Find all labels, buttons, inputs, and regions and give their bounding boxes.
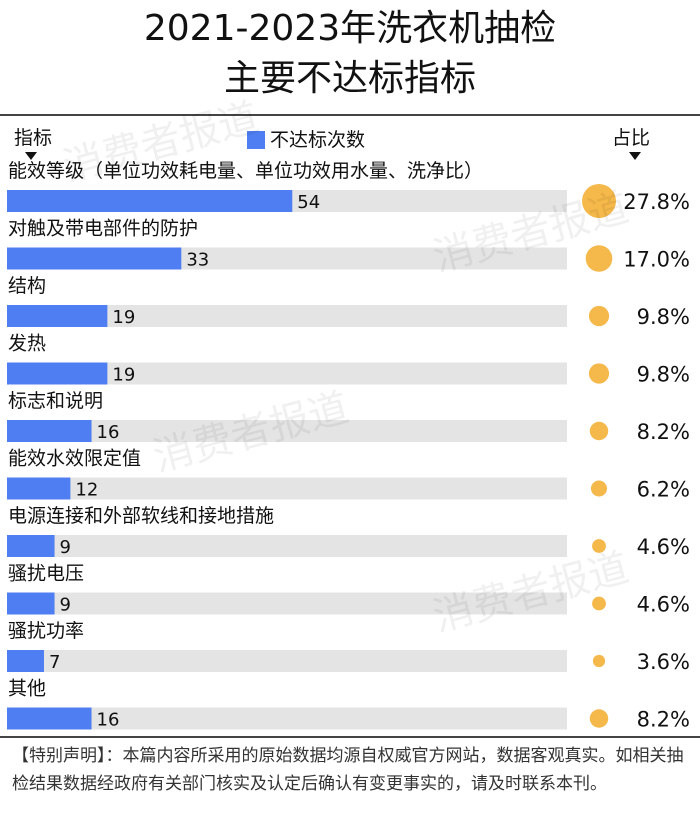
share-bubble xyxy=(590,480,608,497)
bar xyxy=(7,535,55,557)
bottom-divider xyxy=(0,736,700,738)
value-label: 19 xyxy=(112,307,135,328)
chart-title-line-1: 2021-2023年洗衣机抽检 xyxy=(143,8,557,49)
share-label: 8.2% xyxy=(637,708,690,732)
value-label: 16 xyxy=(97,422,120,443)
legend-swatch xyxy=(247,131,265,149)
share-label: 8.2% xyxy=(637,420,690,444)
value-label: 16 xyxy=(97,710,120,731)
category-label: 结构 xyxy=(8,275,46,297)
category-label: 骚扰电压 xyxy=(8,563,84,585)
share-bubble xyxy=(588,363,610,384)
share-label: 6.2% xyxy=(637,478,690,502)
share-label: 9.8% xyxy=(637,305,690,329)
share-bubble xyxy=(582,184,616,218)
bar xyxy=(7,190,293,212)
category-label: 发热 xyxy=(8,333,46,355)
category-label: 能效水效限定值 xyxy=(8,448,141,470)
bar xyxy=(7,650,44,672)
share-bubble xyxy=(589,709,609,728)
category-label: 骚扰功率 xyxy=(8,620,84,642)
share-bubble xyxy=(592,539,606,553)
legend-label: 不达标次数 xyxy=(270,129,366,151)
bar-track xyxy=(7,707,567,730)
indicator-header-arrow-icon xyxy=(25,152,37,160)
share-label: 27.8% xyxy=(623,190,690,214)
bar-track xyxy=(7,305,567,327)
indicator-header: 指标 xyxy=(14,127,53,149)
value-label: 9 xyxy=(60,595,71,616)
bar-track xyxy=(7,592,567,615)
bar xyxy=(7,707,92,730)
bar-track xyxy=(7,420,567,442)
bar xyxy=(7,362,108,385)
value-label: 19 xyxy=(112,365,135,386)
chart-title-line-2: 主要不达标指标 xyxy=(223,58,476,99)
share-header: 占比 xyxy=(612,127,651,149)
share-label: 17.0% xyxy=(623,248,690,272)
bar-track xyxy=(7,477,567,500)
value-label: 7 xyxy=(49,652,60,673)
bar-track xyxy=(7,362,567,385)
bar xyxy=(7,592,55,615)
disclaimer-text: 【特别声明】：本篇内容所采用的原始数据均源自权威官方网站，数据客观真实。如相关抽… xyxy=(12,746,684,794)
share-header-arrow-icon xyxy=(629,152,641,160)
share-bubble xyxy=(588,305,610,327)
share-label: 4.6% xyxy=(637,593,690,617)
share-bubble xyxy=(592,596,606,611)
share-bubble xyxy=(592,654,606,668)
category-label: 标志和说明 xyxy=(8,390,103,412)
bar-track xyxy=(7,650,567,672)
bar xyxy=(7,305,108,327)
bar-track xyxy=(7,535,567,557)
share-bubble xyxy=(585,245,613,272)
bar xyxy=(7,477,71,500)
bar xyxy=(7,247,182,270)
category-label: 电源连接和外部软线和接地措施 xyxy=(8,505,274,527)
category-label: 能效等级（单位功效耗电量、单位功效用水量、洗净比） xyxy=(8,160,483,182)
bar xyxy=(7,420,92,442)
value-label: 9 xyxy=(60,537,71,558)
category-label: 其他 xyxy=(8,678,46,700)
category-label: 对触及带电部件的防护 xyxy=(8,218,198,240)
share-bubble xyxy=(589,421,609,441)
share-label: 9.8% xyxy=(637,363,690,387)
value-label: 54 xyxy=(297,192,320,213)
top-divider xyxy=(0,114,700,116)
share-label: 4.6% xyxy=(637,535,690,559)
share-label: 3.6% xyxy=(637,650,690,674)
value-label: 33 xyxy=(186,250,209,271)
bar-chart: 能效等级（单位功效耗电量、单位功效用水量、洗净比） 54 27.8% 对触及带电部件的… xyxy=(7,160,690,732)
value-label: 12 xyxy=(75,480,98,501)
